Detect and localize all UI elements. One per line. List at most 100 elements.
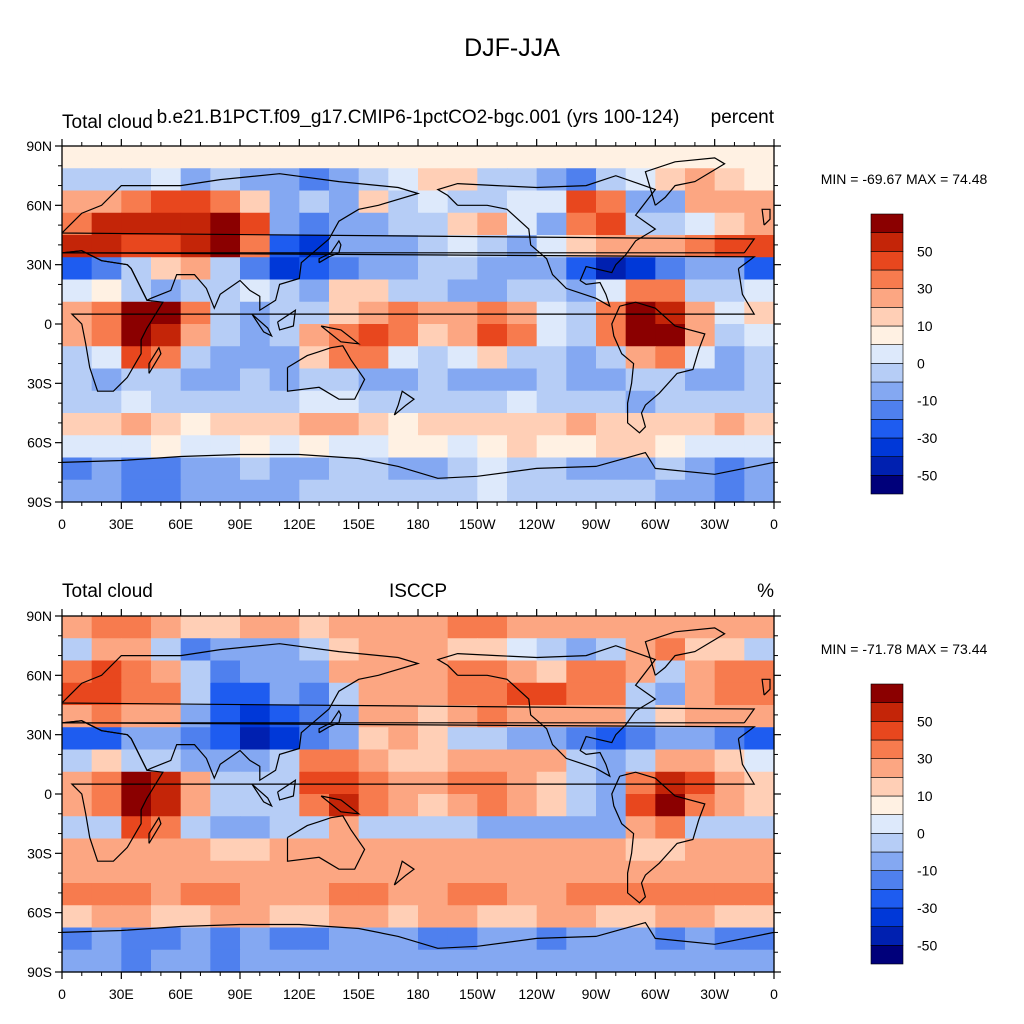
field-cell <box>566 905 597 929</box>
coastline <box>393 860 416 886</box>
field-cell <box>507 435 538 459</box>
field-cell <box>655 235 686 258</box>
field-cell <box>62 479 93 503</box>
field-cell <box>596 390 627 414</box>
field-cell <box>151 838 182 862</box>
field-cell <box>625 168 656 192</box>
field-cell <box>447 146 478 169</box>
field-cell <box>744 616 775 639</box>
field-cell <box>596 883 627 906</box>
field-cell <box>121 638 152 662</box>
field-cell <box>151 390 182 414</box>
field-cell <box>714 682 745 706</box>
field-cell <box>329 324 360 347</box>
field-cell <box>536 660 567 684</box>
coastline <box>62 643 756 782</box>
field-cell <box>507 749 538 773</box>
colorbar-swatch <box>870 702 904 722</box>
colorbar-swatch <box>870 739 904 759</box>
field-cell <box>388 705 419 728</box>
field-cell <box>477 324 508 347</box>
field-cell <box>210 413 241 436</box>
coastline <box>318 709 342 734</box>
field-cell <box>744 727 775 751</box>
field-cell <box>714 883 745 906</box>
field-cell <box>329 949 360 973</box>
field-cell <box>507 457 538 481</box>
field-cell <box>269 212 300 236</box>
field-cell <box>240 749 271 773</box>
field-cell <box>240 816 271 840</box>
field-cell <box>329 727 360 751</box>
coastline <box>611 771 706 904</box>
field-cell <box>388 390 419 414</box>
field-cell <box>151 749 182 773</box>
field-cell <box>714 146 745 169</box>
field-cell <box>299 479 330 503</box>
field-cell <box>566 616 597 639</box>
field-cell <box>180 816 211 840</box>
field-cell <box>447 883 478 906</box>
field-cell <box>477 279 508 303</box>
field-cell <box>536 771 567 795</box>
field-cell <box>447 390 478 414</box>
field-cell <box>566 324 597 347</box>
field-cell <box>625 212 656 236</box>
field-cell <box>269 638 300 662</box>
field-cell <box>477 368 508 392</box>
field-cell <box>477 257 508 281</box>
field-cell <box>744 682 775 706</box>
field-cell <box>655 168 686 192</box>
field-cell <box>269 905 300 929</box>
coastline <box>62 250 756 392</box>
field-cell <box>536 212 567 236</box>
y-tick-label: 60N <box>26 667 52 683</box>
colorbar-swatch <box>870 269 904 289</box>
map-axes: 0 30E 60E 90E 120E 150E 180 150W 120W 90W 60W 30W 09… <box>26 138 781 532</box>
y-tick-label: 0 <box>44 316 52 332</box>
field-cell <box>210 682 241 706</box>
field-cell <box>151 235 182 258</box>
field-cell <box>507 883 538 906</box>
field-cell <box>655 794 686 817</box>
field-cell <box>358 212 389 236</box>
field-cell <box>507 660 538 684</box>
coastline <box>286 345 366 400</box>
field-cell <box>269 660 300 684</box>
field-cell <box>240 479 271 503</box>
field-cell <box>240 435 271 459</box>
field-cell <box>240 927 271 951</box>
x-tick-label: 90W <box>582 986 612 1002</box>
colorbar-swatch <box>870 251 904 271</box>
field-cell <box>151 479 182 503</box>
field-cell <box>507 949 538 973</box>
field-cell <box>180 838 211 862</box>
panel-center-title: b.e21.B1PCT.f09_g17.CMIP6-1pctCO2-bgc.00… <box>157 107 680 128</box>
field-cell <box>477 794 508 817</box>
field-cell <box>91 816 122 840</box>
field-cell <box>358 413 389 436</box>
field-cell <box>240 235 271 258</box>
field-cell <box>447 660 478 684</box>
field-cell <box>180 794 211 817</box>
field-cell <box>62 301 93 325</box>
coastline <box>62 451 774 479</box>
field-cell <box>447 905 478 929</box>
field-cell <box>685 705 716 728</box>
field-cell <box>121 257 152 281</box>
field-cell <box>477 883 508 906</box>
field-cell <box>151 771 182 795</box>
field-cell <box>388 168 419 192</box>
field-cell <box>240 705 271 728</box>
field-cell <box>358 479 389 503</box>
field-cell <box>180 146 211 169</box>
field-cell <box>507 616 538 639</box>
field-cell <box>447 324 478 347</box>
field-cell <box>507 301 538 325</box>
field-cell <box>566 301 597 325</box>
field-cell <box>418 949 449 973</box>
field-cell <box>240 905 271 929</box>
field-cell <box>240 616 271 639</box>
field-cell <box>477 771 508 795</box>
field-cell <box>625 279 656 303</box>
